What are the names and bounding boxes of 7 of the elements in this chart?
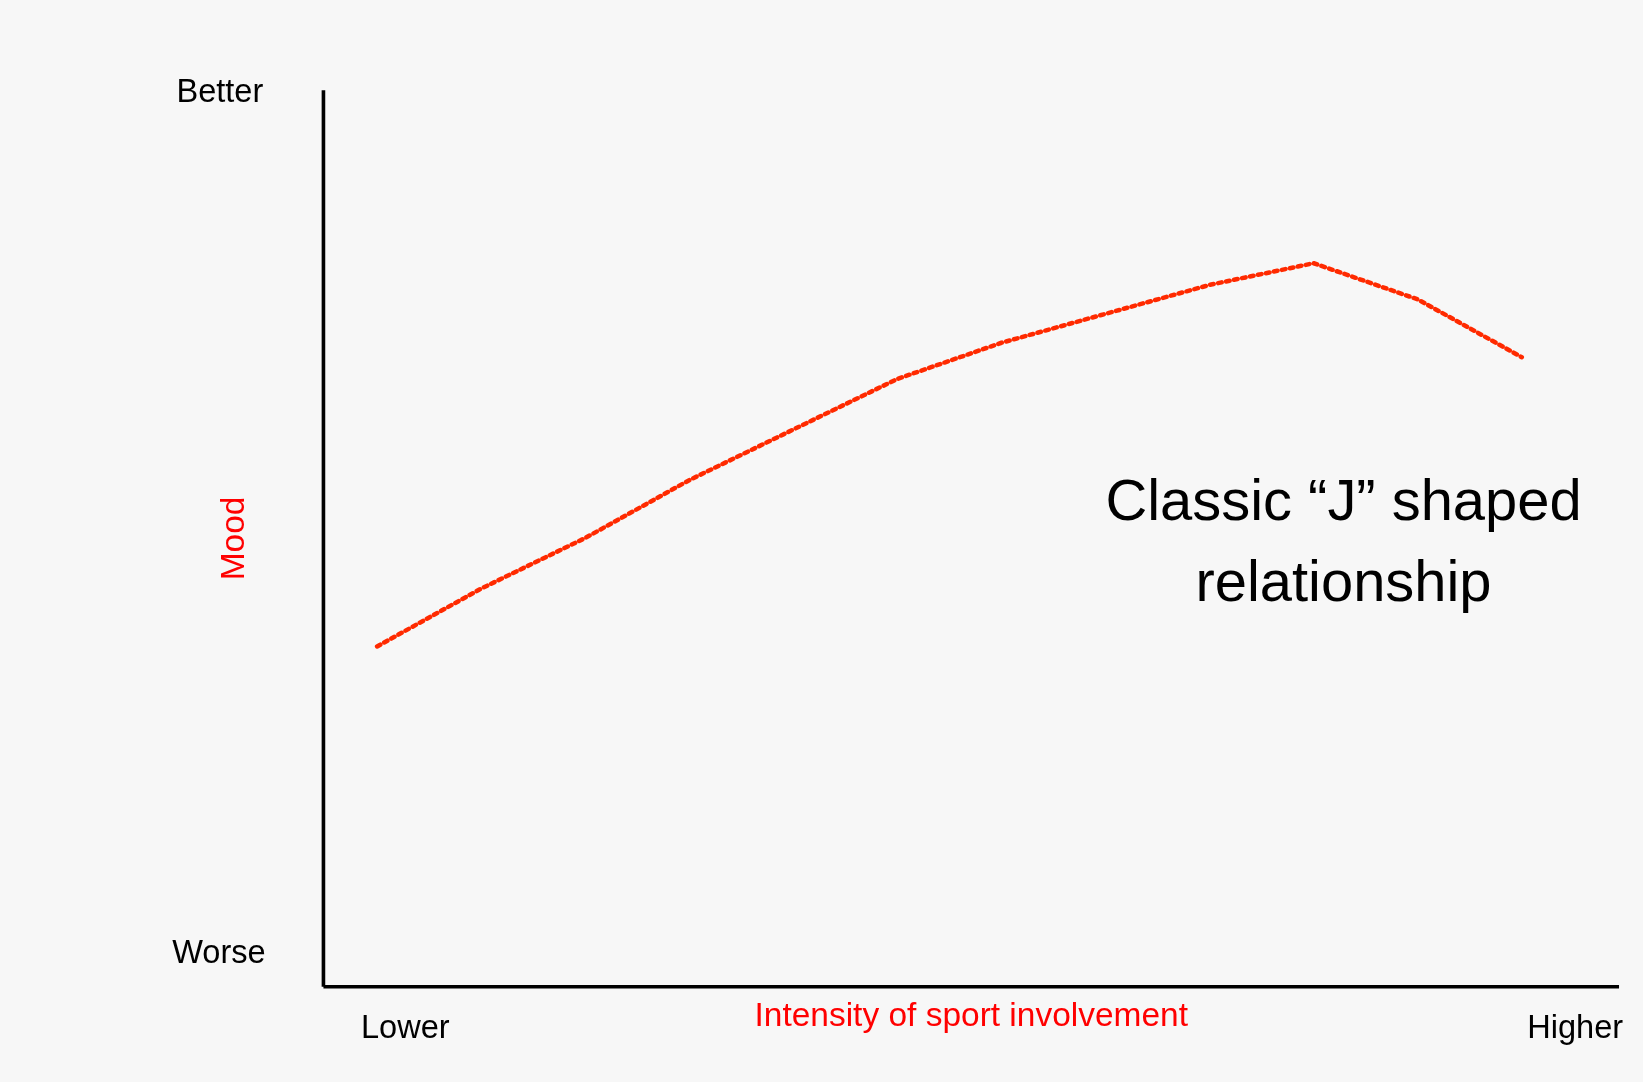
text: Higher <box>1527 1008 1624 1045</box>
text: Lower <box>360 1008 450 1045</box>
text: Worse <box>172 933 266 970</box>
annotation: Classic “J” shaped relationship <box>1105 468 1582 614</box>
text: Better <box>176 73 264 110</box>
x-axis-title: Intensity of sport involvement <box>754 995 1189 1033</box>
y-axis-title: Mood <box>213 496 251 581</box>
